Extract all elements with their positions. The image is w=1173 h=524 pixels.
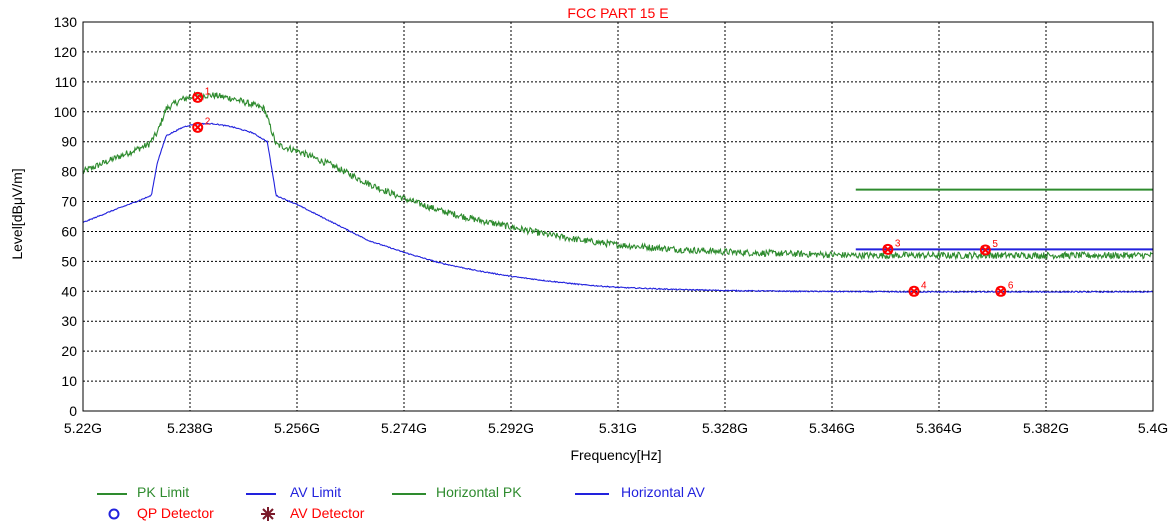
x-tick-label: 5.364G bbox=[916, 420, 962, 436]
marker-label: 3 bbox=[895, 238, 901, 249]
marker-6: 6 bbox=[995, 280, 1014, 297]
x-tick-label: 5.346G bbox=[809, 420, 855, 436]
axis-ticks: 0 10 20 30 40 50 60 70 80 90 100 110 120 130 5.22G 5.23… bbox=[54, 14, 1169, 436]
x-tick-label: 5.4G bbox=[1138, 420, 1168, 436]
y-tick-label: 110 bbox=[55, 74, 78, 90]
y-tick-label: 50 bbox=[61, 253, 77, 269]
marker-label: 6 bbox=[1008, 280, 1014, 291]
y-tick-label: 70 bbox=[61, 194, 77, 210]
chart-title: FCC PART 15 E bbox=[567, 5, 668, 21]
marker-label: 4 bbox=[921, 280, 927, 291]
x-tick-label: 5.31G bbox=[599, 420, 637, 436]
marker-3: 3 bbox=[882, 238, 901, 255]
marker-label: 1 bbox=[205, 86, 211, 97]
y-tick-label: 20 bbox=[61, 343, 77, 359]
markers: 1 2 3 4 5 6 bbox=[192, 86, 1014, 297]
marker-5: 5 bbox=[979, 239, 998, 256]
x-tick-label: 5.382G bbox=[1023, 420, 1069, 436]
y-tick-label: 10 bbox=[61, 373, 77, 389]
marker-2: 2 bbox=[192, 116, 211, 133]
series-line-horizontal-av bbox=[82, 122, 1154, 294]
series-line-horizontal-pk bbox=[82, 91, 1154, 261]
y-tick-label: 100 bbox=[54, 104, 78, 120]
grid bbox=[83, 22, 1153, 411]
marker-label: 5 bbox=[992, 239, 998, 250]
y-tick-label: 30 bbox=[61, 313, 77, 329]
x-tick-label: 5.238G bbox=[167, 420, 213, 436]
marker-4: 4 bbox=[908, 280, 927, 297]
x-axis-label: Frequency[Hz] bbox=[570, 447, 661, 463]
marker-1: 1 bbox=[192, 86, 211, 103]
y-tick-label: 130 bbox=[54, 14, 78, 30]
y-tick-label: 40 bbox=[61, 283, 77, 299]
marker-label: 2 bbox=[205, 116, 211, 127]
series-lines bbox=[82, 91, 1154, 294]
x-tick-label: 5.22G bbox=[64, 420, 102, 436]
y-tick-label: 90 bbox=[61, 134, 77, 150]
y-tick-label: 60 bbox=[61, 223, 77, 239]
x-tick-label: 5.292G bbox=[488, 420, 534, 436]
x-tick-label: 5.274G bbox=[381, 420, 427, 436]
plot-frame bbox=[82, 21, 1154, 412]
x-tick-label: 5.328G bbox=[702, 420, 748, 436]
y-axis-label: Level[dBμV/m] bbox=[9, 168, 25, 259]
y-tick-label: 120 bbox=[54, 44, 78, 60]
x-tick-label: 5.256G bbox=[274, 420, 320, 436]
y-tick-label: 80 bbox=[61, 164, 77, 180]
y-tick-label: 0 bbox=[69, 403, 77, 419]
